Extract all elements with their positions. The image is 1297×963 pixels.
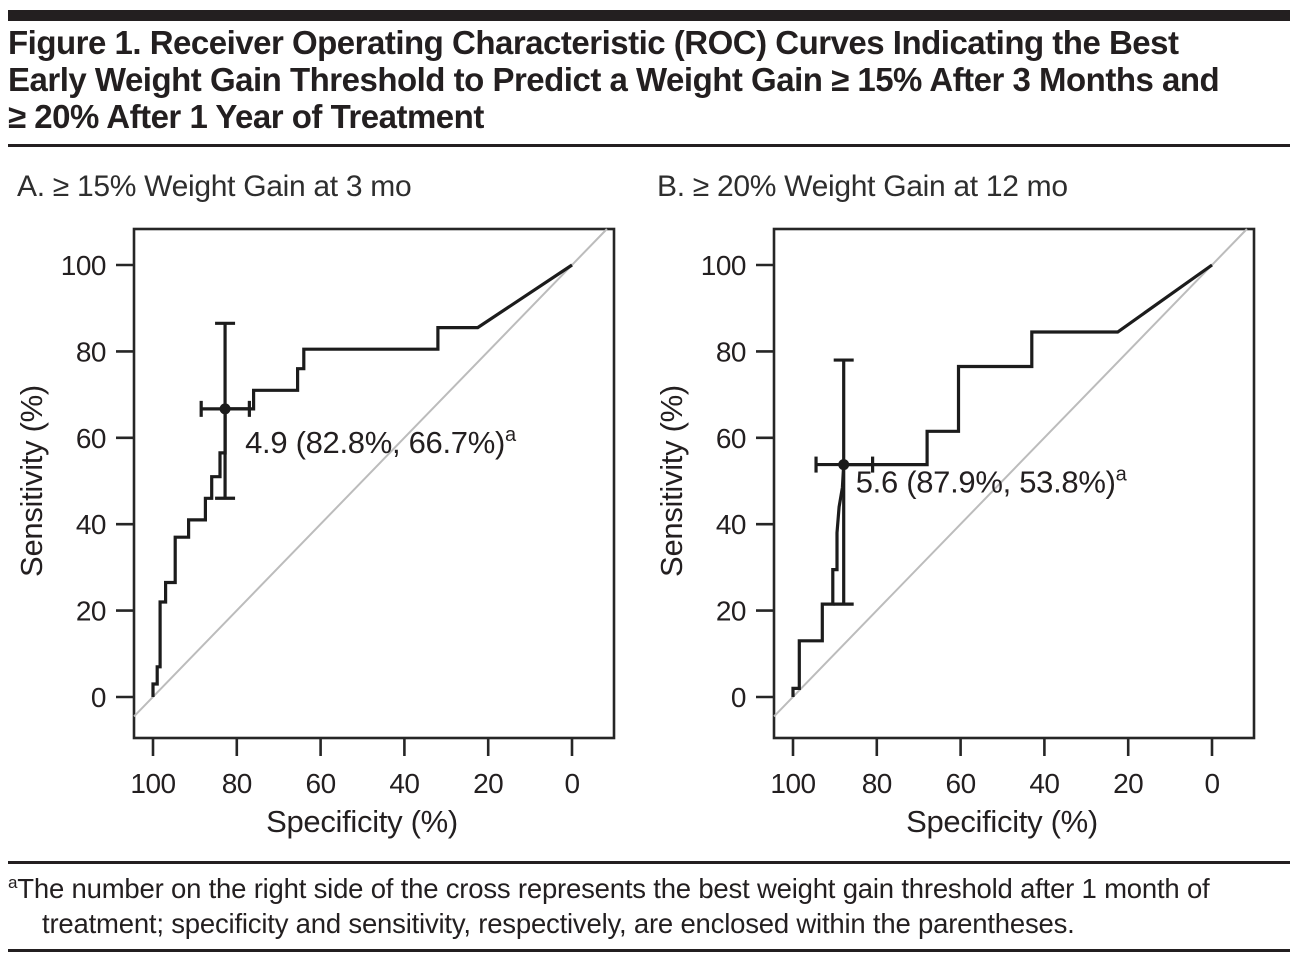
plot-frame bbox=[772, 227, 1256, 740]
figure-title: Figure 1. Receiver Operating Characteris… bbox=[8, 24, 1220, 135]
y-tick-label: 0 bbox=[731, 682, 746, 713]
y-axis-title: Sensitivity (%) bbox=[654, 385, 689, 577]
y-tick-label: 60 bbox=[716, 423, 746, 454]
x-tick-label: 80 bbox=[222, 768, 252, 799]
chance-diagonal-line bbox=[133, 228, 608, 718]
y-tick-label: 20 bbox=[716, 596, 746, 627]
cutpoint-label: 4.9 (82.8%, 66.7%)a bbox=[245, 424, 517, 460]
y-tick-label: 80 bbox=[716, 336, 746, 367]
title-divider-rule bbox=[8, 144, 1290, 147]
footnote-text: The number on the right side of the cros… bbox=[17, 873, 1210, 939]
footnote-top-rule bbox=[8, 861, 1290, 864]
panel-b-title: B. ≥ 20% Weight Gain at 12 mo bbox=[657, 170, 1068, 203]
chance-diagonal-line bbox=[773, 228, 1248, 718]
x-tick-label: 60 bbox=[306, 768, 336, 799]
y-tick-label: 100 bbox=[61, 250, 106, 281]
roc-chart-panel-a: 100 80 60 40 20 0 0 20 40 60 80 100 Specificity (%) S… bbox=[14, 227, 616, 839]
y-tick-label: 40 bbox=[76, 509, 106, 540]
x-axis-title: Specificity (%) bbox=[266, 804, 458, 839]
footnote-bottom-rule bbox=[8, 949, 1290, 952]
roc-chart-panel-b: 100 80 60 40 20 0 0 20 40 60 80 100 Specificity (%) S… bbox=[654, 227, 1256, 839]
x-tick-label: 80 bbox=[862, 768, 892, 799]
y-tick-label: 0 bbox=[91, 682, 106, 713]
x-tick-label: 20 bbox=[1113, 768, 1143, 799]
y-tick-label: 20 bbox=[76, 596, 106, 627]
x-tick-label: 100 bbox=[770, 768, 815, 799]
cutpoint-dot bbox=[838, 459, 850, 471]
x-tick-label: 40 bbox=[1029, 768, 1059, 799]
footnote-marker: a bbox=[8, 872, 18, 892]
x-tick-label: 100 bbox=[130, 768, 175, 799]
y-tick-label: 40 bbox=[716, 509, 746, 540]
y-axis-title: Sensitivity (%) bbox=[14, 385, 49, 577]
x-tick-label: 0 bbox=[1204, 768, 1219, 799]
panel-a-title: A. ≥ 15% Weight Gain at 3 mo bbox=[17, 170, 412, 203]
y-tick-label: 80 bbox=[76, 336, 106, 367]
plot-frame bbox=[132, 227, 616, 740]
x-tick-label: 60 bbox=[946, 768, 976, 799]
cutpoint-dot bbox=[219, 403, 231, 415]
y-tick-label: 60 bbox=[76, 423, 106, 454]
roc-curve bbox=[791, 263, 1213, 697]
roc-curve bbox=[151, 263, 573, 697]
y-tick-label: 100 bbox=[701, 250, 746, 281]
x-tick-label: 20 bbox=[473, 768, 503, 799]
figure-footnote: aThe number on the right side of the cro… bbox=[8, 871, 1297, 941]
top-rule-thick bbox=[8, 10, 1290, 21]
x-axis-title: Specificity (%) bbox=[906, 804, 1098, 839]
cutpoint-label: 5.6 (87.9%, 53.8%)a bbox=[856, 464, 1128, 500]
x-tick-label: 40 bbox=[389, 768, 419, 799]
x-tick-label: 0 bbox=[564, 768, 579, 799]
